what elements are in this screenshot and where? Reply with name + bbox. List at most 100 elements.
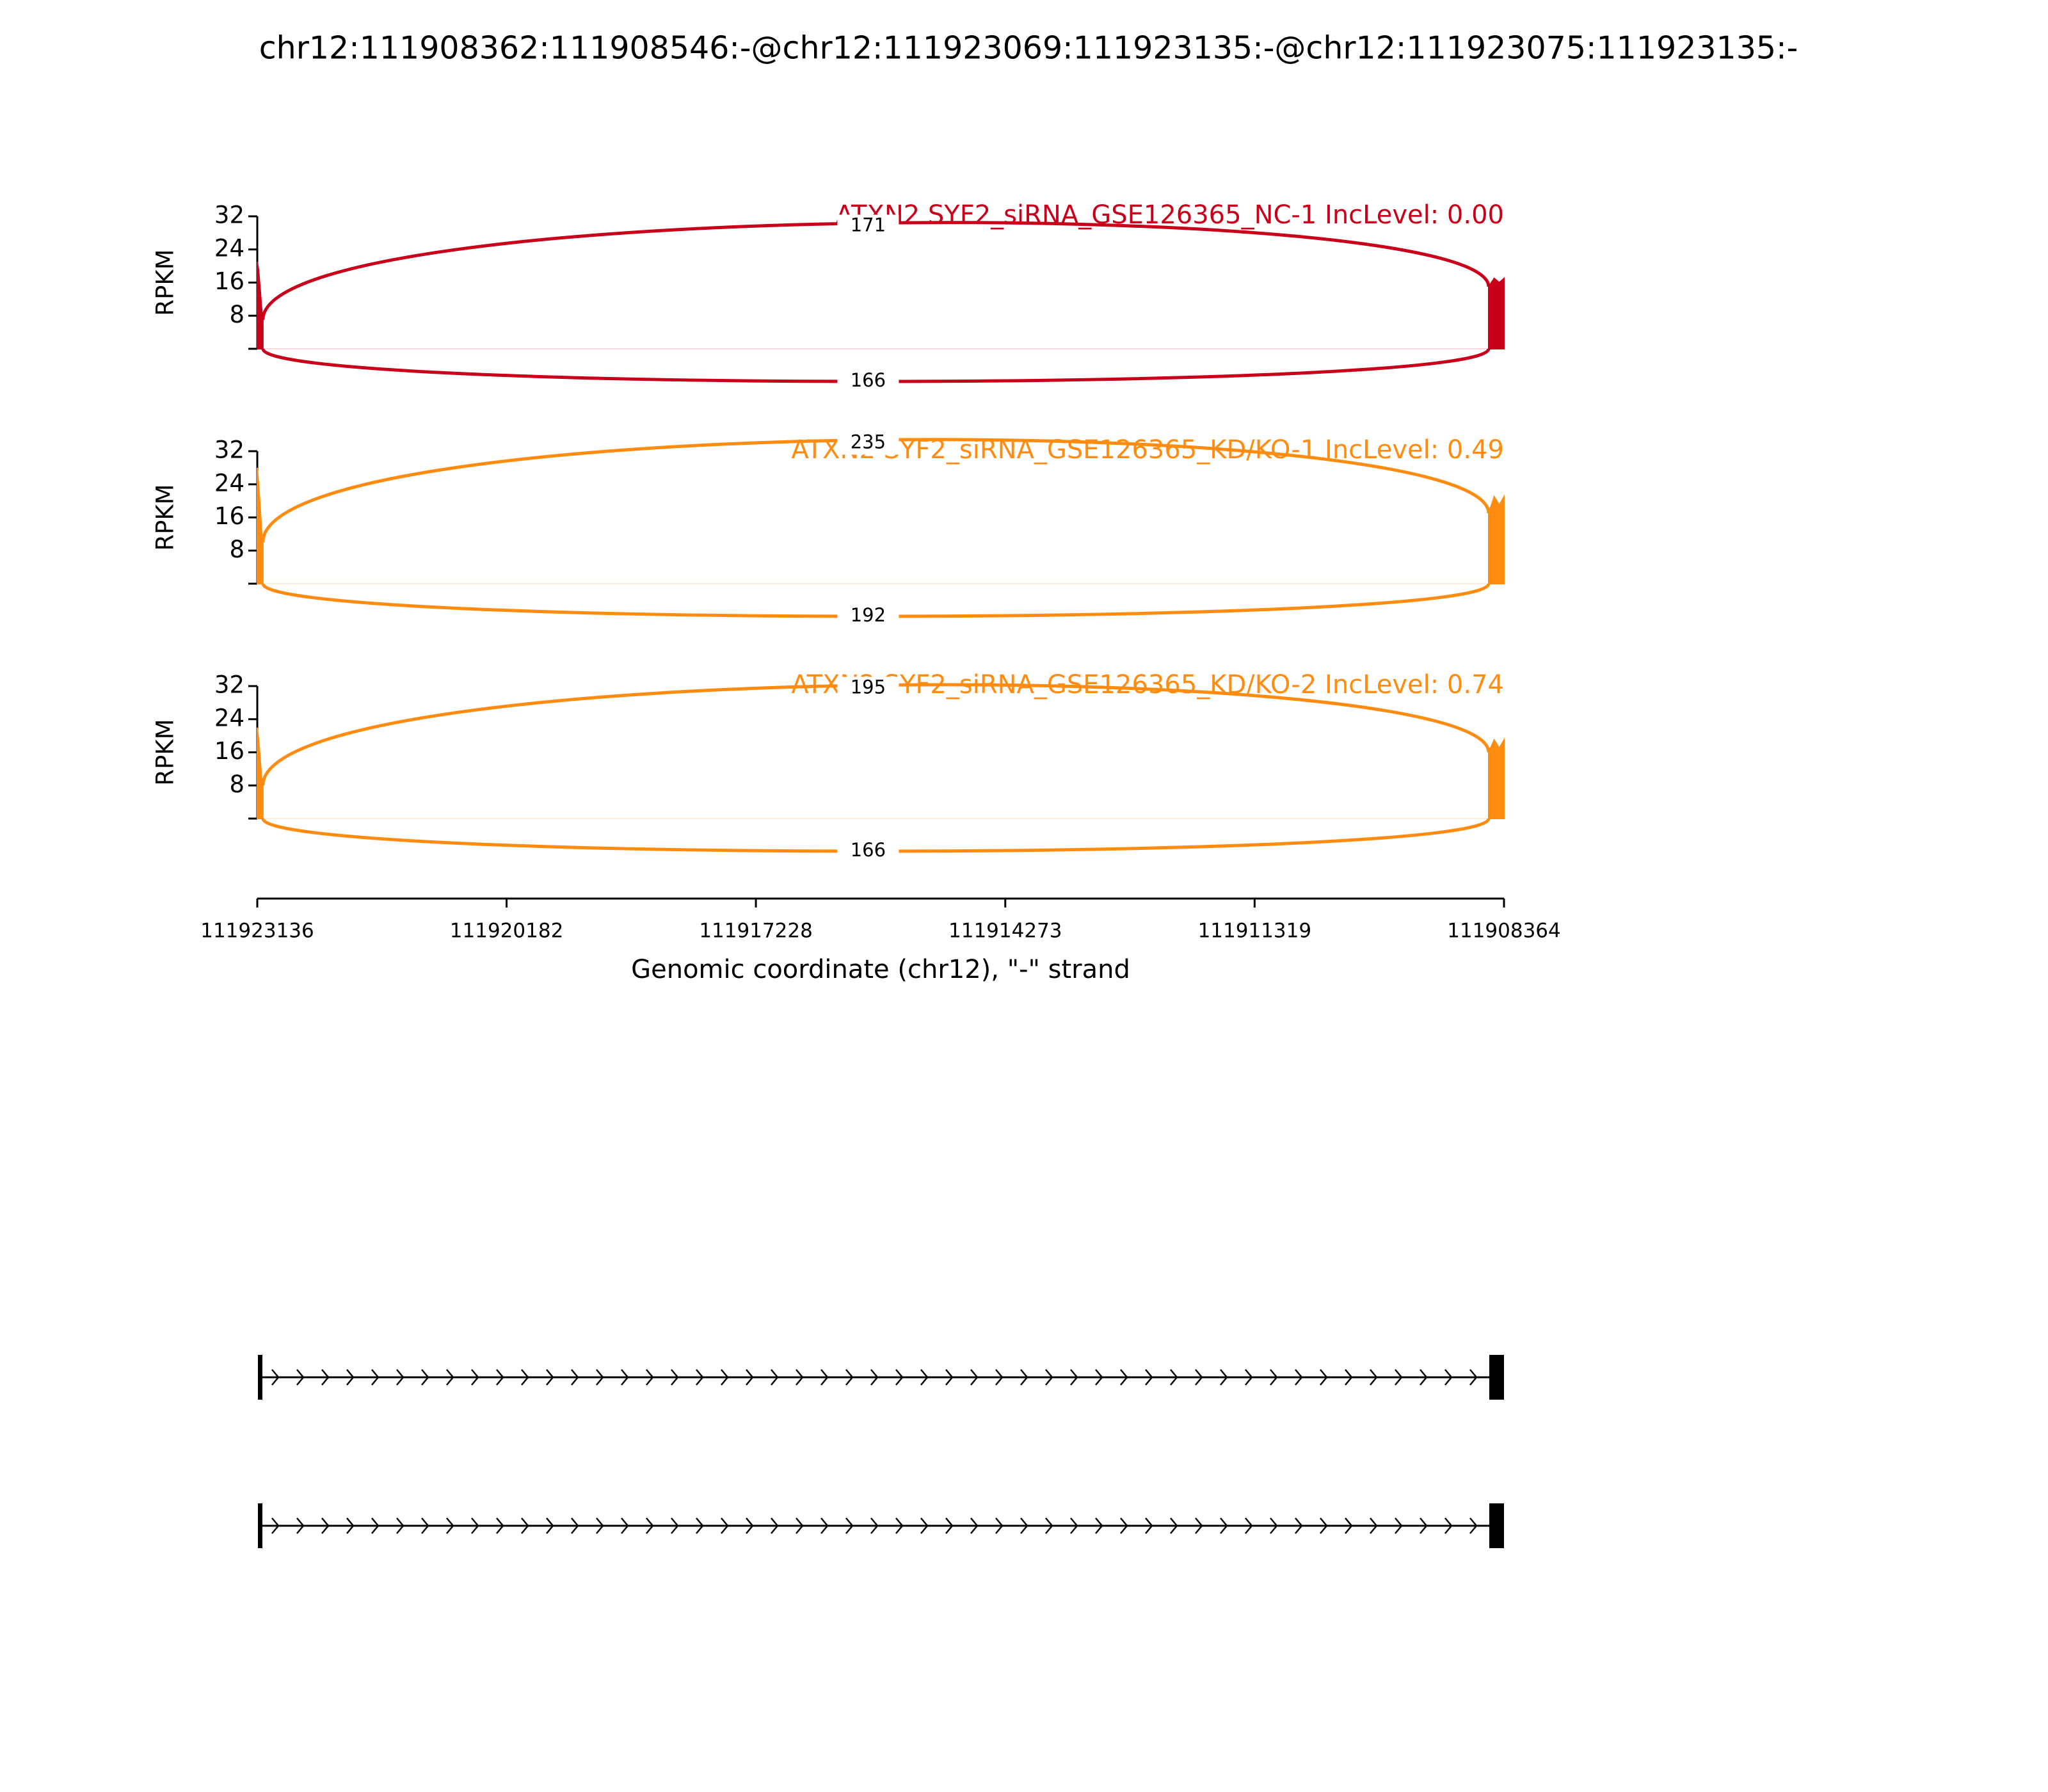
junction-label-bg xyxy=(837,370,899,393)
strand-chevron xyxy=(346,1517,355,1534)
coverage-area xyxy=(1488,276,1505,349)
strand-chevron xyxy=(1095,1369,1103,1386)
transcript xyxy=(258,1355,1504,1400)
strand-chevron xyxy=(271,1517,280,1534)
strand-chevron xyxy=(1395,1517,1403,1534)
strand-chevron xyxy=(671,1517,679,1534)
strand-chevron xyxy=(970,1369,979,1386)
junction-label: 195 xyxy=(851,676,886,698)
strand-chevron xyxy=(671,1369,679,1386)
strand-chevron xyxy=(771,1369,779,1386)
strand-chevron xyxy=(1120,1517,1128,1534)
coverage-area xyxy=(1488,737,1505,819)
exon xyxy=(1489,1503,1504,1548)
strand-chevron xyxy=(771,1517,779,1534)
x-tick-label: 111917228 xyxy=(699,920,813,943)
strand-chevron xyxy=(396,1369,404,1386)
strand-chevron xyxy=(271,1369,280,1386)
y-tick-label: 16 xyxy=(214,268,244,295)
strand-chevron xyxy=(870,1369,879,1386)
strand-chevron xyxy=(646,1517,654,1534)
strand-chevron xyxy=(1145,1369,1153,1386)
strand-chevron xyxy=(546,1517,554,1534)
y-axis-label: RPKM xyxy=(152,249,179,316)
strand-chevron xyxy=(1245,1517,1253,1534)
strand-chevron xyxy=(421,1369,429,1386)
x-tick-label: 111923136 xyxy=(200,920,314,943)
strand-chevron xyxy=(571,1517,579,1534)
strand-chevron xyxy=(1345,1517,1353,1534)
x-tick-label: 111914273 xyxy=(948,920,1062,943)
strand-chevron xyxy=(296,1517,305,1534)
strand-chevron xyxy=(496,1517,504,1534)
panel-title: ATXN2 SYF2_siRNA_GSE126365_NC-1 IncLevel… xyxy=(836,200,1504,230)
strand-chevron xyxy=(646,1369,654,1386)
strand-chevron xyxy=(1070,1517,1078,1534)
strand-chevron xyxy=(546,1369,554,1386)
strand-chevron xyxy=(721,1517,729,1534)
strand-chevron xyxy=(521,1369,529,1386)
strand-chevron xyxy=(920,1517,929,1534)
strand-chevron xyxy=(696,1517,704,1534)
strand-chevron xyxy=(1295,1369,1303,1386)
strand-chevron xyxy=(1195,1517,1203,1534)
junction-label-bg xyxy=(837,605,899,628)
strand-chevron xyxy=(446,1517,454,1534)
strand-chevron xyxy=(296,1369,305,1386)
strand-chevron xyxy=(1020,1369,1028,1386)
y-tick-label: 16 xyxy=(214,737,244,765)
strand-chevron xyxy=(1045,1369,1053,1386)
strand-chevron xyxy=(970,1517,979,1534)
strand-chevron xyxy=(621,1369,629,1386)
junction-label: 235 xyxy=(851,431,886,452)
strand-chevron xyxy=(820,1369,829,1386)
x-tick-label: 111908364 xyxy=(1447,920,1561,943)
y-axis-label: RPKM xyxy=(152,484,179,550)
junction-label-bg xyxy=(837,431,899,455)
y-tick-label: 16 xyxy=(214,502,244,530)
strand-chevron xyxy=(1444,1369,1453,1386)
strand-chevron xyxy=(696,1369,704,1386)
junction-label: 166 xyxy=(851,839,886,861)
strand-chevron xyxy=(371,1369,380,1386)
coverage-area xyxy=(257,727,264,819)
junction-label: 192 xyxy=(851,604,886,626)
strand-chevron xyxy=(1170,1369,1178,1386)
strand-chevron xyxy=(870,1517,879,1534)
strand-chevron xyxy=(471,1369,479,1386)
strand-chevron xyxy=(945,1369,954,1386)
strand-chevron xyxy=(1345,1369,1353,1386)
strand-chevron xyxy=(1195,1369,1203,1386)
exon xyxy=(258,1355,262,1400)
strand-chevron xyxy=(1145,1517,1153,1534)
junction-label: 166 xyxy=(851,369,886,391)
strand-chevron xyxy=(1295,1517,1303,1534)
strand-chevron xyxy=(945,1517,954,1534)
strand-chevron xyxy=(820,1517,829,1534)
strand-chevron xyxy=(1120,1369,1128,1386)
strand-chevron xyxy=(596,1517,604,1534)
strand-chevron xyxy=(995,1517,1004,1534)
strand-chevron xyxy=(1270,1369,1278,1386)
x-tick-label: 111911319 xyxy=(1198,920,1312,943)
junction-label-bg xyxy=(837,840,899,863)
strand-chevron xyxy=(845,1369,854,1386)
strand-chevron xyxy=(1245,1369,1253,1386)
strand-chevron xyxy=(496,1369,504,1386)
strand-chevron xyxy=(1370,1369,1378,1386)
y-tick-label: 32 xyxy=(214,671,244,699)
strand-chevron xyxy=(1070,1369,1078,1386)
strand-chevron xyxy=(621,1517,629,1534)
gene-tracks xyxy=(258,1355,1504,1548)
coverage-area xyxy=(257,261,264,349)
strand-chevron xyxy=(1395,1369,1403,1386)
coverage-area xyxy=(257,467,264,584)
strand-chevron xyxy=(1220,1517,1228,1534)
strand-chevron xyxy=(446,1369,454,1386)
y-tick-label: 24 xyxy=(214,469,244,497)
strand-chevron xyxy=(321,1369,330,1386)
y-tick-label: 8 xyxy=(229,536,244,563)
strand-chevron xyxy=(1469,1369,1478,1386)
x-axis-label: Genomic coordinate (chr12), "-" strand xyxy=(631,955,1130,984)
